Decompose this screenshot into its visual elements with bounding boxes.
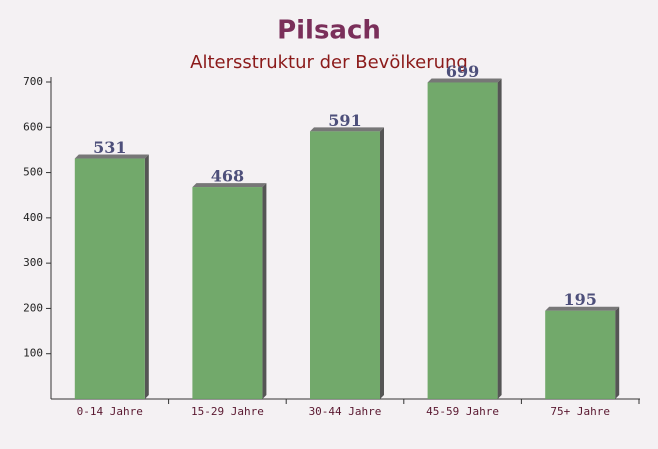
bar-shadow [192, 183, 267, 188]
y-tick-label: 700 [23, 75, 43, 88]
chart-subtitle: Altersstruktur der Bevölkerung [190, 52, 468, 73]
y-tick-label: 400 [23, 211, 43, 224]
bar-shadow [144, 154, 149, 399]
x-tick-label: 0-14 Jahre [77, 405, 143, 418]
bar [74, 158, 145, 399]
bar-shadow [380, 127, 384, 400]
chart-title: Pilsach [277, 16, 381, 46]
bar-shadow [427, 78, 502, 83]
bar [545, 310, 616, 399]
value-label: 195 [563, 290, 596, 309]
bar-shadow [545, 306, 620, 311]
value-label: 531 [93, 138, 126, 157]
bar [192, 187, 263, 399]
x-tick-label: 30-44 Jahre [309, 405, 382, 418]
bar-shadow [74, 154, 149, 159]
x-tick-label: 45-59 Jahre [426, 405, 499, 418]
bar [310, 131, 380, 399]
value-label: 699 [446, 62, 479, 81]
y-tick-label: 600 [23, 120, 43, 133]
y-tick-label: 300 [23, 256, 43, 269]
x-tick-label: 15-29 Jahre [191, 405, 264, 418]
bar-shadow [497, 78, 502, 400]
bar-shadow [262, 183, 267, 399]
value-label: 468 [211, 167, 244, 186]
bar-shadow [615, 306, 620, 399]
y-tick-label: 200 [23, 301, 43, 314]
y-tick-label: 100 [23, 347, 43, 360]
value-label: 591 [328, 111, 361, 130]
bar [427, 82, 498, 400]
x-tick-label: 75+ Jahre [550, 405, 610, 418]
y-tick-label: 500 [23, 166, 43, 179]
bar-shadow [310, 127, 384, 132]
